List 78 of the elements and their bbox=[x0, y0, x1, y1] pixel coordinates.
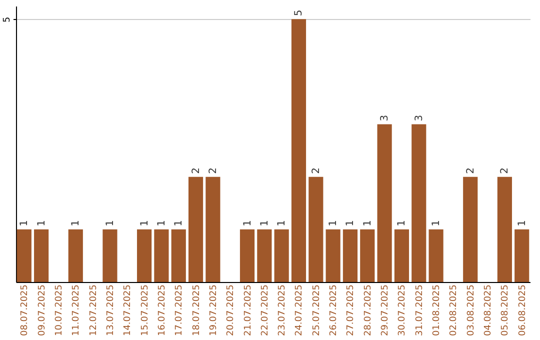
data-label: 1 bbox=[156, 220, 168, 226]
x-tick-label: 23.07.2025 bbox=[278, 284, 288, 336]
data-label: 2 bbox=[465, 167, 476, 174]
bar bbox=[291, 19, 306, 282]
bar bbox=[136, 229, 152, 282]
x-tick-label: 04.08.2025 bbox=[484, 284, 494, 336]
bar bbox=[154, 229, 169, 282]
bar bbox=[514, 229, 530, 282]
x-tick-label: 02.08.2025 bbox=[449, 284, 460, 336]
x-tick-label: 31.07.2025 bbox=[414, 284, 425, 336]
data-label: 1 bbox=[259, 220, 270, 226]
bar bbox=[206, 176, 220, 282]
bar bbox=[188, 176, 204, 282]
x-tick-label: 09.07.2025 bbox=[37, 284, 48, 336]
bar bbox=[360, 229, 375, 282]
bar bbox=[171, 229, 186, 282]
data-label: 1 bbox=[516, 220, 528, 226]
x-tick-label: 18.07.2025 bbox=[192, 284, 202, 336]
data-label: 1 bbox=[139, 220, 150, 226]
bar bbox=[497, 176, 512, 282]
bar bbox=[68, 229, 83, 282]
bar bbox=[326, 229, 340, 282]
bar bbox=[428, 229, 444, 282]
bar bbox=[102, 229, 118, 282]
bar bbox=[16, 229, 32, 282]
x-tick-label: 29.07.2025 bbox=[380, 284, 391, 336]
bar bbox=[463, 176, 478, 282]
bar bbox=[412, 124, 426, 282]
x-tick-label: 17.07.2025 bbox=[174, 284, 185, 336]
data-label: 1 bbox=[242, 220, 254, 226]
bar bbox=[34, 229, 49, 282]
data-label: 1 bbox=[36, 220, 48, 226]
bar bbox=[342, 229, 358, 282]
x-tick-label: 12.07.2025 bbox=[88, 284, 99, 336]
data-label: 1 bbox=[19, 220, 30, 226]
data-label: 1 bbox=[328, 220, 340, 226]
x-tick-label: 26.07.2025 bbox=[329, 284, 340, 336]
data-label: 1 bbox=[345, 220, 356, 226]
x-tick-label: 30.07.2025 bbox=[398, 284, 408, 336]
x-tick-label: 06.08.2025 bbox=[518, 284, 528, 336]
x-tick-label: 15.07.2025 bbox=[140, 284, 150, 336]
data-label: 1 bbox=[431, 220, 442, 226]
data-label: 1 bbox=[174, 220, 185, 226]
x-tick-label: 20.07.2025 bbox=[226, 284, 236, 336]
x-tick-label: 14.07.2025 bbox=[123, 284, 134, 336]
data-label: 1 bbox=[70, 220, 82, 226]
x-tick-label: 27.07.2025 bbox=[346, 284, 356, 336]
x-tick-label: 22.07.2025 bbox=[260, 284, 270, 336]
data-label: 3 bbox=[380, 114, 391, 122]
x-tick-label: 24.07.2025 bbox=[294, 284, 305, 336]
bar bbox=[308, 176, 324, 282]
data-label: 1 bbox=[396, 220, 408, 226]
x-tick-label: 19.07.2025 bbox=[208, 284, 219, 336]
data-label: 2 bbox=[500, 167, 511, 174]
x-tick-label: 16.07.2025 bbox=[157, 284, 168, 336]
data-label: 2 bbox=[310, 167, 322, 174]
x-tick-label: 01.08.2025 bbox=[432, 284, 442, 336]
bar bbox=[274, 229, 289, 282]
bar bbox=[377, 124, 392, 282]
x-tick-label: 08.07.2025 bbox=[20, 284, 30, 336]
data-label: 1 bbox=[104, 220, 116, 226]
x-tick-label: 21.07.2025 bbox=[243, 284, 254, 336]
x-tick-label: 11.07.2025 bbox=[72, 284, 82, 336]
data-label: 2 bbox=[208, 167, 219, 174]
x-tick-label: 25.07.2025 bbox=[312, 284, 322, 336]
data-label: 1 bbox=[276, 220, 288, 226]
bar bbox=[240, 229, 255, 282]
x-tick-label: 28.07.2025 bbox=[363, 284, 374, 336]
data-label: 3 bbox=[414, 114, 425, 122]
x-tick-label: 13.07.2025 bbox=[106, 284, 116, 336]
x-tick-label: 03.08.2025 bbox=[466, 284, 476, 336]
x-tick-label: 05.08.2025 bbox=[500, 284, 511, 336]
data-label: 1 bbox=[362, 220, 374, 226]
x-tick-label: 10.07.2025 bbox=[54, 284, 64, 336]
data-label: 5 bbox=[294, 10, 305, 16]
bar bbox=[394, 229, 410, 282]
data-label: 2 bbox=[190, 167, 202, 174]
bar bbox=[257, 229, 272, 282]
